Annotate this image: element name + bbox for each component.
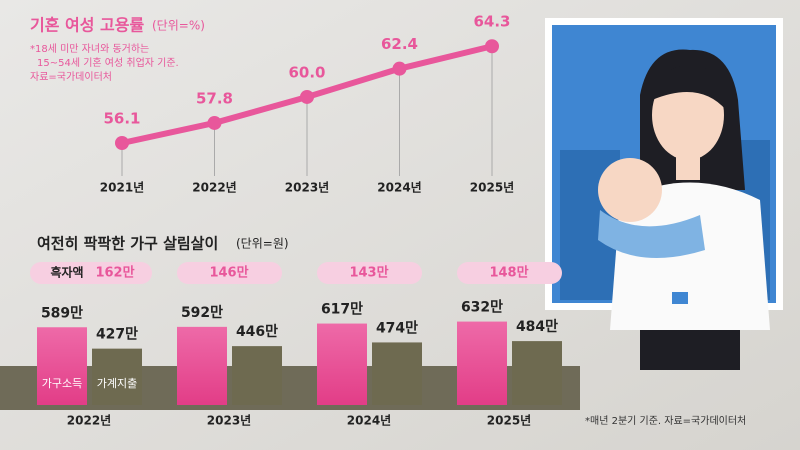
legend-label: 가구소득 <box>42 377 82 390</box>
line-unit: (단위=%) <box>152 19 205 33</box>
point <box>300 89 314 104</box>
value-label: 446만 <box>236 324 278 340</box>
surplus-pill <box>457 262 562 284</box>
value-label: 60.0 <box>288 63 325 81</box>
bar <box>372 342 422 405</box>
bar <box>232 346 282 405</box>
x-tick-label: 2023년 <box>207 414 251 428</box>
bar <box>92 348 142 405</box>
bar <box>457 321 507 405</box>
value-label: 589만 <box>41 305 83 321</box>
note: 15~54세 기혼 여성 취업자 기준. <box>37 56 179 69</box>
illustration <box>545 18 783 370</box>
point <box>115 136 129 150</box>
surplus-label: 148만 <box>489 265 528 281</box>
bar <box>317 323 367 405</box>
bar <box>177 326 227 405</box>
x-tick-label: 2024년 <box>377 181 421 195</box>
value-label: 62.4 <box>381 35 418 53</box>
x-tick-label: 2024년 <box>347 414 391 428</box>
bar-unit: (단위=원) <box>236 237 289 251</box>
point <box>207 115 222 130</box>
value-label: 484만 <box>516 319 558 335</box>
point <box>392 61 407 76</box>
surplus-label: 146만 <box>209 265 248 281</box>
value-label: 592만 <box>181 305 223 321</box>
value-label: 617만 <box>321 302 363 318</box>
value-label: 427만 <box>96 327 138 343</box>
surplus-pill <box>177 262 282 284</box>
x-tick-label: 2025년 <box>470 181 514 195</box>
surplus-label: 162만 <box>95 265 134 281</box>
footnote: *매년 2분기 기준. 자료=국가데이터처 <box>585 415 746 427</box>
value-label: 57.8 <box>196 89 233 107</box>
point <box>485 39 499 54</box>
bar-title: 여전히 팍팍한 가구 살림살이 <box>37 235 218 253</box>
surplus-label: 143만 <box>349 265 388 281</box>
value-label: 474만 <box>376 320 418 336</box>
x-tick-label: 2025년 <box>487 414 531 428</box>
note: 자료=국가데이터처 <box>30 71 112 83</box>
note: *18세 미만 자녀와 동거하는 <box>30 42 149 55</box>
value-label: 64.3 <box>473 13 510 31</box>
bar <box>512 341 562 405</box>
legend-label: 가계지출 <box>97 377 137 390</box>
surplus-pill <box>317 262 422 284</box>
value-label: 632만 <box>461 300 503 316</box>
x-tick-label: 2022년 <box>67 414 111 428</box>
line-title: 기혼 여성 고용률 <box>30 16 144 35</box>
surplus-name: 흑자액 <box>50 265 83 280</box>
surplus-pill <box>30 262 152 284</box>
x-tick-label: 2022년 <box>192 181 236 195</box>
value-label: 56.1 <box>103 110 140 128</box>
x-tick-label: 2023년 <box>285 181 329 195</box>
x-tick-label: 2021년 <box>100 181 144 195</box>
bar <box>37 327 87 405</box>
